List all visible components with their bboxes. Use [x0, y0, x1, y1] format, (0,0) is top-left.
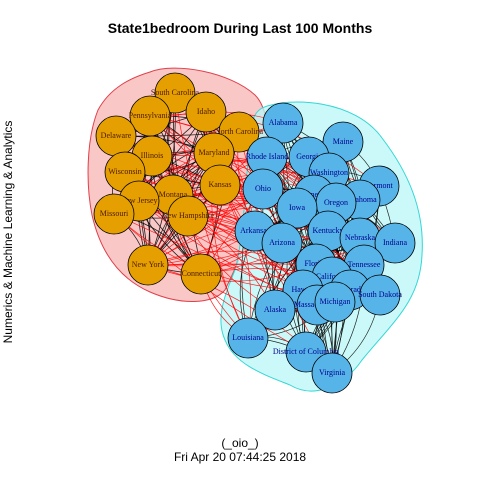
edge-between: [147, 224, 329, 266]
node-circle: [180, 253, 222, 295]
node-kansas: Kansas: [199, 164, 241, 206]
plot-title: State1bedroom During Last 100 Months: [107, 20, 373, 36]
node-label: Virginia: [319, 368, 345, 377]
node-label: Illinois: [141, 151, 164, 160]
footer-signature: (_oio_): [221, 436, 259, 450]
node-circle: [374, 222, 416, 264]
node-circle: [227, 317, 269, 359]
node-missouri: Missouri: [93, 193, 135, 235]
node-label: North Carolina: [215, 127, 264, 136]
node-label: Arizona: [269, 238, 295, 247]
node-label: Ohio: [255, 184, 271, 193]
node-label: Alaska: [264, 305, 287, 314]
node-label: Kansas: [208, 180, 231, 189]
node-label: Iowa: [289, 203, 305, 212]
node-virginia: Virginia: [311, 352, 353, 394]
node-label: New Jersey: [120, 196, 157, 205]
node-label: Nebraska: [345, 233, 376, 242]
node-label: Delaware: [101, 131, 132, 140]
node-label: Florida: [304, 259, 328, 268]
node-south-dakota: South Dakota: [358, 274, 402, 316]
node-label: Tennessee: [348, 260, 381, 269]
node-label: Missouri: [100, 209, 129, 218]
node-circle: [167, 195, 209, 237]
node-label: Rhode Island: [246, 152, 288, 161]
node-label: Hawaii: [291, 285, 315, 294]
node-circle: [261, 222, 303, 264]
node-label: New York: [132, 260, 164, 269]
node-circle: [93, 193, 135, 235]
node-ohio: Ohio: [242, 168, 284, 210]
node-circle: [276, 187, 318, 229]
node-new-york: New York: [127, 244, 169, 286]
node-alaska: Alaska: [254, 289, 296, 331]
node-circle: [314, 281, 356, 323]
node-label: South Carolina: [151, 88, 200, 97]
node-label: Louisiana: [232, 333, 264, 342]
node-label: Idaho: [197, 107, 215, 116]
node-label: Alabama: [269, 118, 298, 127]
node-arizona: Arizona: [261, 222, 303, 264]
node-label: New Hampshire: [162, 211, 215, 220]
node-circle: [262, 102, 304, 144]
node-label: Michigan: [320, 297, 351, 306]
node-label: Arkansas: [240, 226, 270, 235]
node-circle: [359, 274, 401, 316]
node-new-hampshire: New Hampshire: [162, 195, 215, 237]
node-label: Wisconsin: [108, 167, 141, 176]
node-circle: [199, 164, 241, 206]
node-label: District of Columbia: [273, 347, 340, 356]
node-label: Oklahoma: [343, 195, 377, 204]
node-alabama: Alabama: [262, 102, 304, 144]
node-label: California: [316, 272, 349, 281]
node-circle: [127, 244, 169, 286]
node-circle: [254, 289, 296, 331]
node-michigan: Michigan: [314, 281, 356, 323]
node-label: Kentucky: [312, 226, 343, 235]
node-circle: [242, 168, 284, 210]
node-idaho: Idaho: [185, 91, 227, 133]
node-label: Maine: [333, 137, 354, 146]
node-circle: [185, 91, 227, 133]
node-label: South Dakota: [358, 290, 402, 299]
node-indiana: Indiana: [374, 222, 416, 264]
node-iowa: Iowa: [276, 187, 318, 229]
node-label: Georgia: [296, 152, 322, 161]
node-louisiana: Louisiana: [227, 317, 269, 359]
node-label: Montana: [159, 190, 188, 199]
node-label: Minnesota: [297, 190, 331, 199]
node-label: Pennsylvania: [129, 111, 172, 120]
node-label: Indiana: [383, 238, 407, 247]
node-label: Vermont: [365, 181, 393, 190]
node-label: Connecticut: [182, 269, 221, 278]
graph-nodes: South Carolina Idaho Pennsylvania Delaware N…: [93, 72, 416, 394]
node-connecticut: Connecticut: [180, 253, 222, 295]
node-label: Oregon: [324, 198, 348, 207]
node-circle: [311, 352, 353, 394]
footer-timestamp: Fri Apr 20 07:44:25 2018: [173, 450, 307, 464]
node-label: Washington: [310, 168, 348, 177]
node-delaware: Delaware: [95, 115, 137, 157]
node-label: Maryland: [198, 148, 229, 157]
